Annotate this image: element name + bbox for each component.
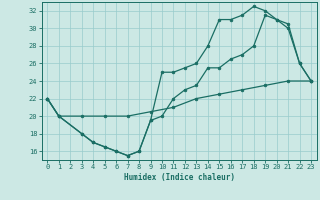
X-axis label: Humidex (Indice chaleur): Humidex (Indice chaleur) <box>124 173 235 182</box>
